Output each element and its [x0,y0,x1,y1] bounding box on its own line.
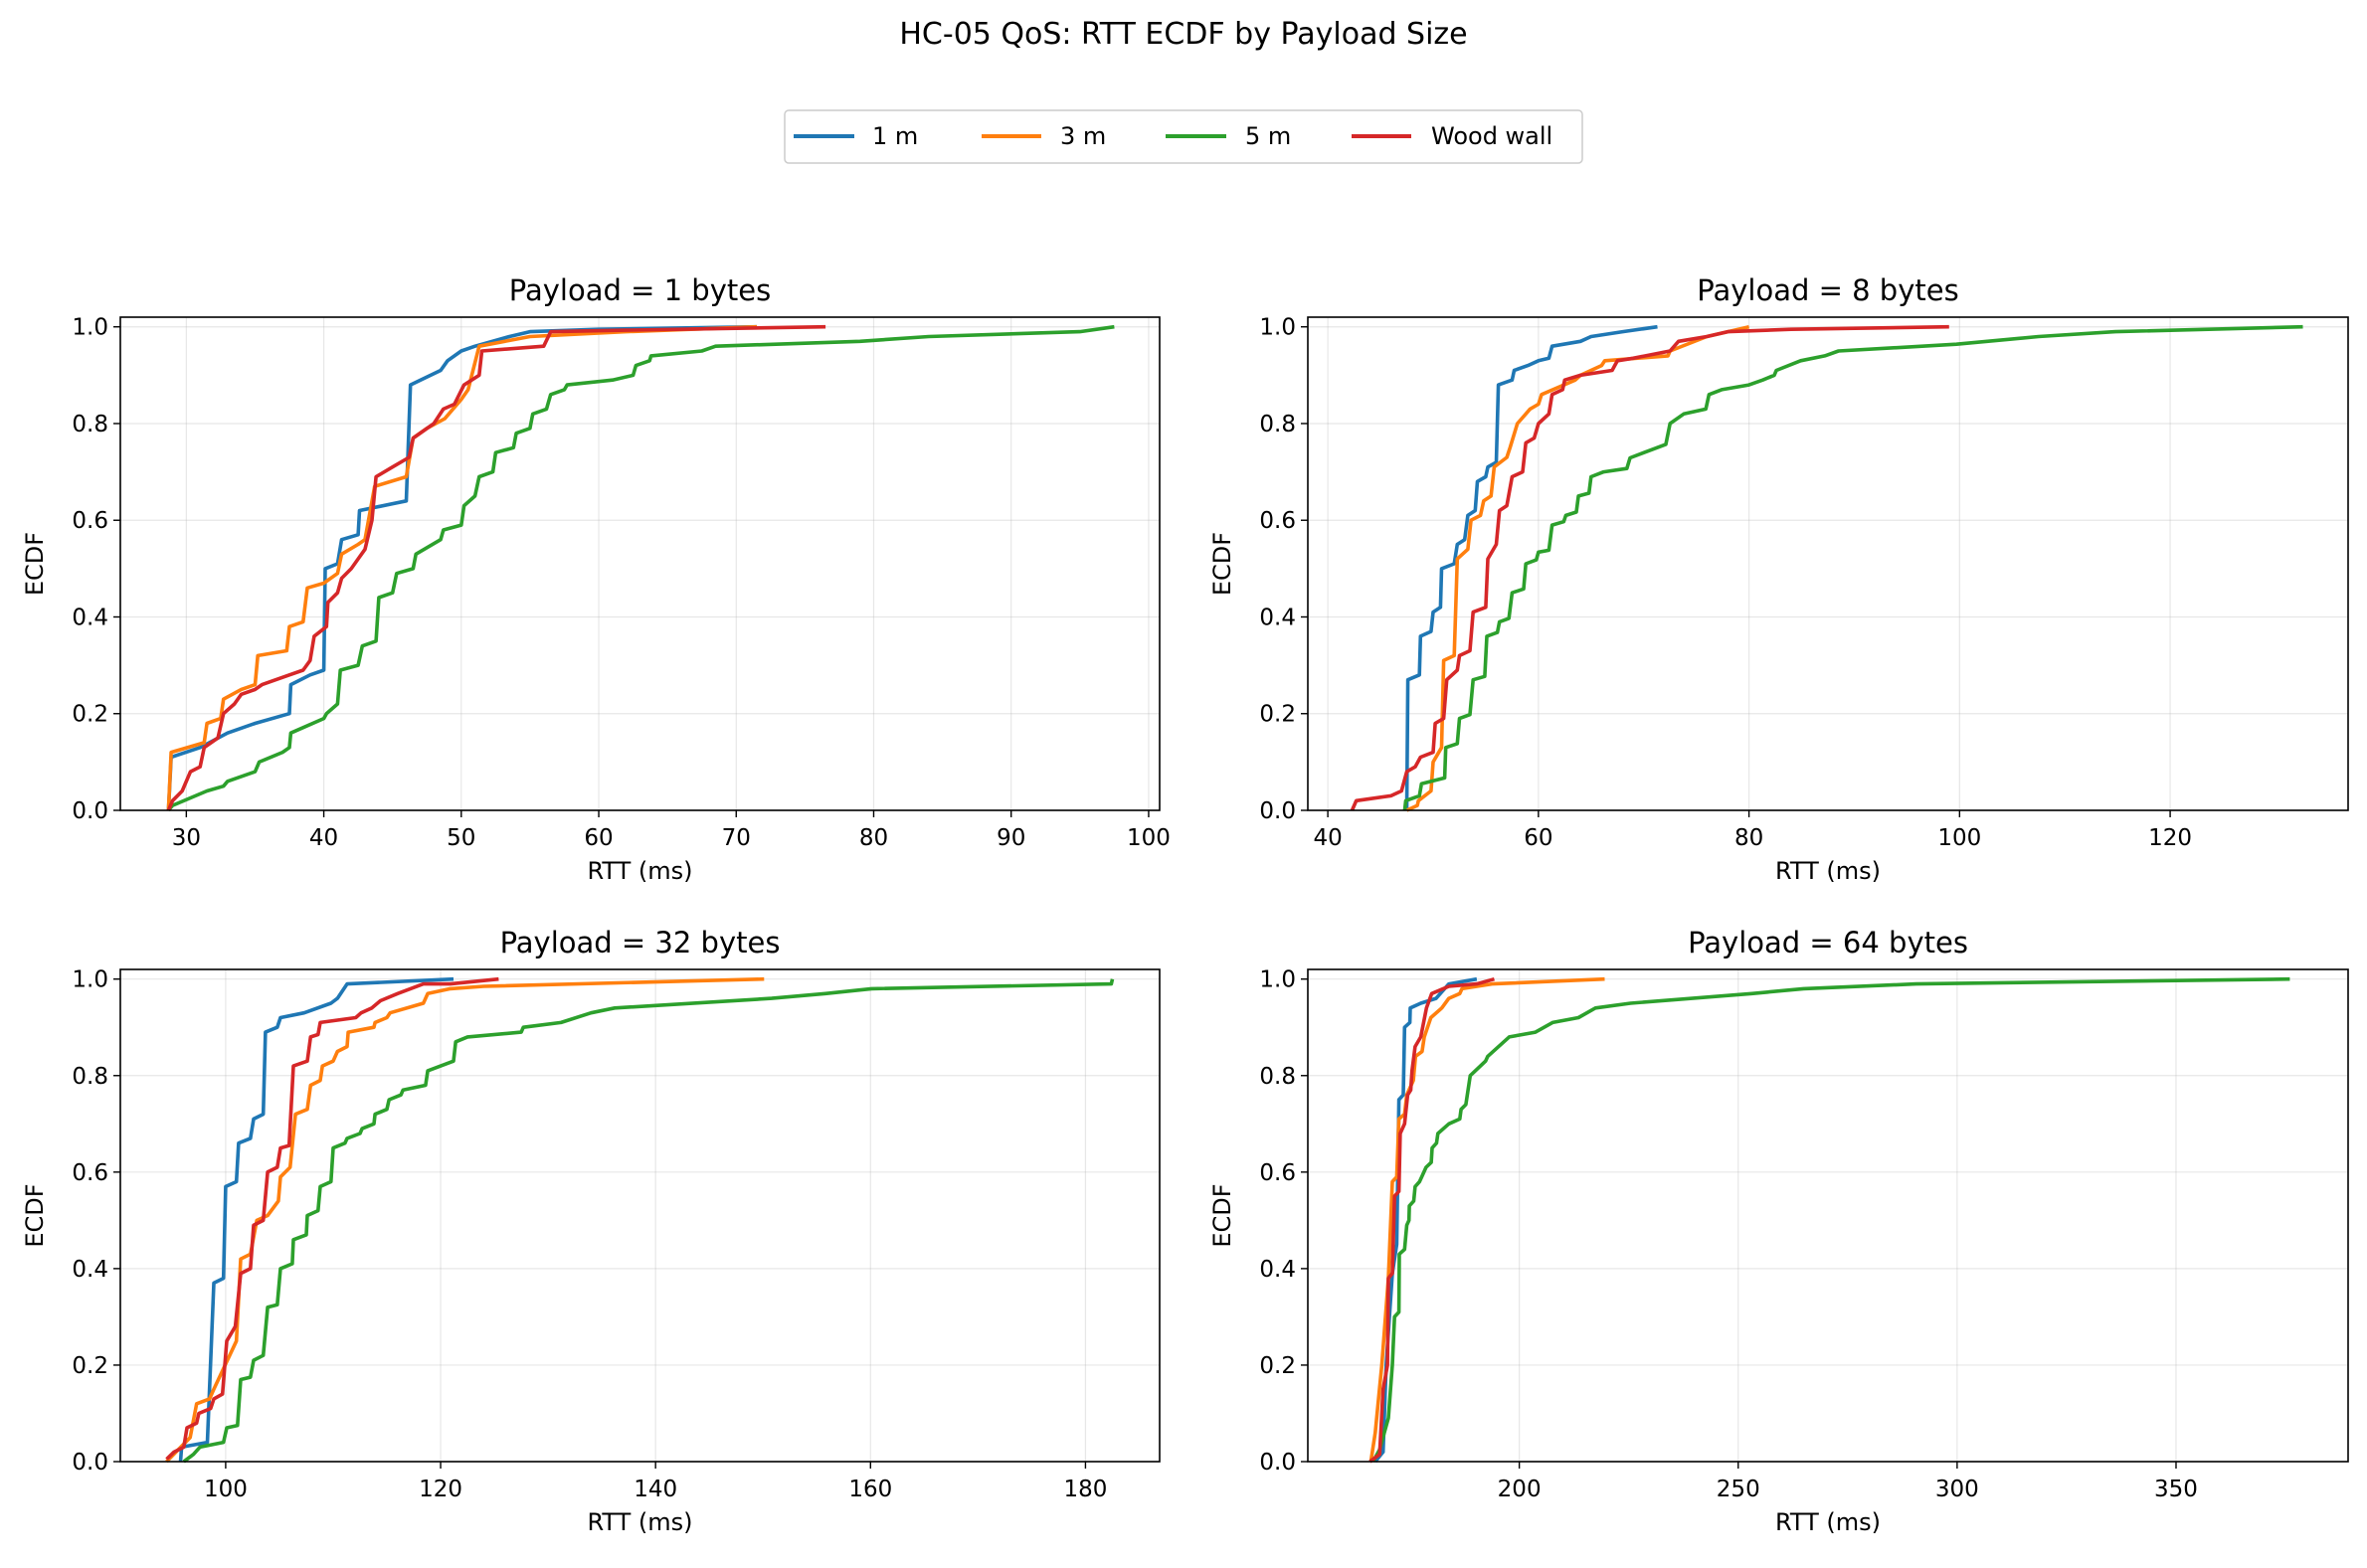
x-tick-label: 120 [2148,825,2192,851]
y-tick-label: 0.2 [72,702,108,728]
ecdf-line-3-m [1405,324,1750,812]
x-tick-label: 100 [1937,825,1981,851]
y-axis-label: ECDF [21,532,49,596]
y-tick-label: 0.4 [72,605,108,630]
x-tick-label: 70 [722,825,751,851]
ecdf-line-5-m [1402,324,2303,811]
subplot-3: 100 120 140 160 180 0.0 0.2 0.4 0.6 0.8 1.0 Payload… [21,926,1161,1536]
y-tick-label: 0.0 [1259,1450,1296,1476]
subplot-2: 40 60 80 100 120 0.0 0.2 0.4 0.6 0.8 1.0 Payload = … [1208,273,2349,885]
y-axis-label: ECDF [1208,1183,1236,1247]
ecdf-line-3-m [166,324,758,811]
subplot-title: Payload = 32 bytes [500,926,781,959]
ecdf-line-5-m [182,978,1115,1464]
y-axis-label: ECDF [21,1183,49,1247]
y-tick-label: 0.0 [72,798,108,824]
legend-label-3m: 3 m [1060,122,1106,150]
subplot-title: Payload = 1 bytes [509,273,771,307]
ecdf-line-wood-wall [166,324,826,811]
axes-frame [119,968,1161,1463]
legend-label-1m: 1 m [872,122,918,150]
x-tick-label: 180 [1063,1477,1107,1502]
axes-frame [119,316,1161,811]
x-tick-label: 160 [848,1477,892,1502]
y-tick-label: 0.8 [1259,1064,1296,1090]
x-axis-label: RTT (ms) [1775,1508,1881,1536]
y-tick-label: 1.0 [1259,967,1296,993]
x-tick-label: 350 [2154,1477,2198,1502]
y-tick-label: 0.4 [1259,1257,1296,1283]
figure-title: HC-05 QoS: RTT ECDF by Payload Size [899,17,1467,52]
axes-frame [1307,316,2349,811]
x-tick-label: 30 [172,825,201,851]
y-tick-label: 1.0 [72,315,108,341]
x-tick-label: 100 [204,1477,248,1502]
ecdf-line-5-m [167,324,1115,812]
y-tick-label: 0.0 [72,1450,108,1476]
y-tick-label: 0.4 [72,1257,108,1283]
ecdf-line-1-m [178,976,455,1463]
ecdf-line-5-m [1371,976,2290,1463]
legend: 1 m 3 m 5 m Wood wall [784,109,1583,164]
y-tick-label: 0.4 [1259,605,1296,630]
x-tick-label: 80 [1734,825,1763,851]
y-tick-label: 0.6 [72,1160,108,1186]
y-tick-label: 0.6 [1259,508,1296,534]
y-tick-label: 0.6 [72,508,108,534]
y-tick-label: 0.8 [72,412,108,437]
x-tick-label: 120 [419,1477,462,1502]
ecdf-line-3-m [165,976,765,1464]
y-tick-label: 1.0 [72,967,108,993]
x-tick-label: 40 [309,825,338,851]
x-tick-label: 90 [997,825,1025,851]
x-tick-label: 140 [634,1477,677,1502]
x-tick-label: 200 [1498,1477,1542,1502]
ecdf-line-wood-wall [165,976,499,1461]
legend-label-5m: 5 m [1245,122,1291,150]
y-tick-label: 0.0 [1259,798,1296,824]
axes-frame [1307,968,2349,1463]
subplot-1: 30 40 50 60 70 80 90 100 0.0 0.2 0.4 0.6 0.8 1.0 Paylo… [21,273,1171,885]
ecdf-line-3-m [1368,976,1605,1463]
x-tick-label: 60 [584,825,613,851]
y-tick-label: 0.8 [72,1064,108,1090]
x-axis-label: RTT (ms) [587,1508,692,1536]
x-tick-label: 50 [447,825,475,851]
x-tick-label: 100 [1127,825,1171,851]
ecdf-line-wood-wall [1350,324,1949,811]
ecdf-line-wood-wall [1368,976,1495,1464]
y-tick-label: 0.2 [1259,1353,1296,1379]
y-tick-label: 0.2 [72,1353,108,1379]
legend-label-wood-wall: Wood wall [1431,122,1552,150]
subplot-title: Payload = 8 bytes [1697,273,1958,307]
x-tick-label: 60 [1524,825,1552,851]
y-tick-label: 0.2 [1259,702,1296,728]
y-tick-label: 0.6 [1259,1160,1296,1186]
y-tick-label: 0.8 [1259,412,1296,437]
x-axis-label: RTT (ms) [1775,857,1881,885]
y-tick-label: 1.0 [1259,315,1296,341]
x-axis-label: RTT (ms) [587,857,692,885]
ecdf-line-1-m [1404,324,1658,811]
subplot-title: Payload = 64 bytes [1688,926,1968,959]
x-tick-label: 300 [1935,1477,1979,1502]
x-tick-label: 80 [859,825,888,851]
x-tick-label: 250 [1717,1477,1760,1502]
y-axis-label: ECDF [1208,532,1236,596]
subplot-4: 200 250 300 350 0.0 0.2 0.4 0.6 0.8 1.0 Payload = … [1208,926,2349,1536]
x-tick-label: 40 [1313,825,1342,851]
